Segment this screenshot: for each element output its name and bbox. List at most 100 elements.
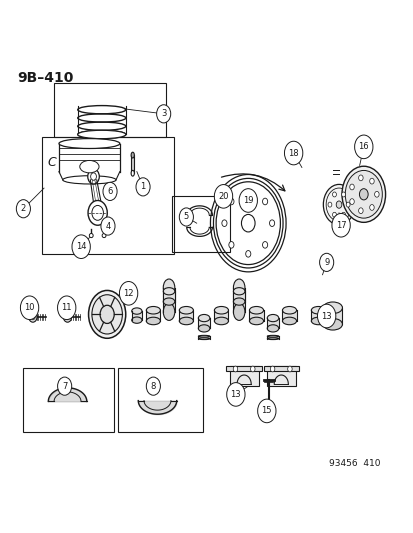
Ellipse shape — [163, 298, 174, 305]
Ellipse shape — [63, 176, 116, 184]
Ellipse shape — [146, 306, 160, 314]
Ellipse shape — [16, 200, 31, 218]
Bar — [198, 336, 209, 338]
Ellipse shape — [228, 241, 233, 248]
Ellipse shape — [198, 314, 209, 322]
Ellipse shape — [131, 171, 134, 176]
Bar — [54, 83, 165, 136]
Ellipse shape — [262, 241, 267, 248]
Ellipse shape — [90, 173, 96, 180]
Ellipse shape — [100, 305, 114, 324]
Ellipse shape — [374, 191, 378, 197]
Bar — [214, 310, 228, 321]
Text: 13: 13 — [320, 311, 331, 320]
Ellipse shape — [319, 253, 333, 271]
Ellipse shape — [163, 288, 174, 295]
Ellipse shape — [270, 366, 274, 372]
Ellipse shape — [341, 192, 345, 197]
Bar — [323, 308, 342, 324]
Ellipse shape — [249, 306, 263, 314]
Ellipse shape — [341, 166, 385, 222]
Bar — [266, 366, 295, 386]
Ellipse shape — [311, 306, 325, 314]
Ellipse shape — [369, 205, 373, 211]
Ellipse shape — [57, 377, 71, 395]
Ellipse shape — [241, 214, 254, 232]
Ellipse shape — [250, 366, 254, 372]
Text: 93456  410: 93456 410 — [328, 459, 380, 468]
Text: C: C — [48, 156, 57, 169]
Ellipse shape — [335, 201, 341, 208]
Bar — [311, 310, 325, 321]
Ellipse shape — [146, 377, 160, 395]
Bar — [267, 318, 278, 328]
Ellipse shape — [131, 152, 134, 158]
Ellipse shape — [89, 233, 93, 238]
Ellipse shape — [332, 212, 336, 217]
Ellipse shape — [345, 202, 349, 207]
Bar — [118, 368, 202, 432]
Ellipse shape — [358, 208, 362, 214]
Ellipse shape — [233, 279, 244, 296]
Bar — [198, 318, 209, 328]
Ellipse shape — [28, 311, 37, 322]
Ellipse shape — [341, 212, 345, 217]
Ellipse shape — [20, 296, 39, 320]
Ellipse shape — [179, 208, 193, 226]
Text: 4: 4 — [105, 222, 110, 231]
Bar — [23, 368, 114, 432]
Ellipse shape — [214, 317, 228, 325]
Text: 17: 17 — [335, 221, 346, 230]
Bar — [233, 287, 244, 312]
Ellipse shape — [31, 314, 35, 320]
Ellipse shape — [233, 298, 244, 305]
Ellipse shape — [284, 141, 302, 165]
Text: 5: 5 — [183, 213, 189, 222]
Bar — [282, 310, 296, 321]
Text: 18: 18 — [287, 149, 298, 158]
Bar — [131, 311, 142, 320]
Ellipse shape — [221, 220, 226, 227]
Ellipse shape — [344, 171, 381, 218]
Ellipse shape — [369, 178, 373, 184]
Ellipse shape — [179, 306, 193, 314]
Text: 11: 11 — [61, 303, 72, 312]
Ellipse shape — [198, 338, 209, 340]
Ellipse shape — [198, 325, 209, 332]
Ellipse shape — [146, 317, 160, 325]
Ellipse shape — [267, 335, 278, 337]
Text: 1: 1 — [140, 182, 145, 191]
Bar — [163, 287, 174, 312]
Text: 9: 9 — [323, 258, 328, 267]
Text: 13: 13 — [230, 390, 241, 399]
Text: 8: 8 — [150, 382, 156, 391]
Ellipse shape — [57, 296, 76, 320]
Text: 20: 20 — [218, 192, 228, 201]
Ellipse shape — [198, 335, 209, 337]
Ellipse shape — [216, 192, 222, 200]
Ellipse shape — [65, 314, 70, 320]
Bar — [249, 310, 263, 321]
Ellipse shape — [282, 317, 296, 325]
Ellipse shape — [233, 303, 244, 320]
Text: 12: 12 — [123, 289, 133, 298]
Ellipse shape — [59, 139, 119, 149]
Text: 2: 2 — [21, 204, 26, 213]
Ellipse shape — [163, 279, 174, 296]
Text: 19: 19 — [242, 196, 253, 205]
Ellipse shape — [163, 303, 174, 320]
Ellipse shape — [156, 105, 170, 123]
Ellipse shape — [317, 304, 335, 328]
Bar — [163, 291, 174, 302]
Text: 7: 7 — [62, 382, 67, 391]
Bar — [229, 366, 258, 386]
Ellipse shape — [262, 198, 267, 205]
Ellipse shape — [249, 317, 263, 325]
Ellipse shape — [323, 184, 354, 225]
Ellipse shape — [131, 308, 142, 314]
Ellipse shape — [349, 184, 354, 190]
Ellipse shape — [327, 202, 331, 207]
Ellipse shape — [358, 175, 362, 181]
Ellipse shape — [103, 182, 117, 200]
Ellipse shape — [214, 184, 232, 208]
